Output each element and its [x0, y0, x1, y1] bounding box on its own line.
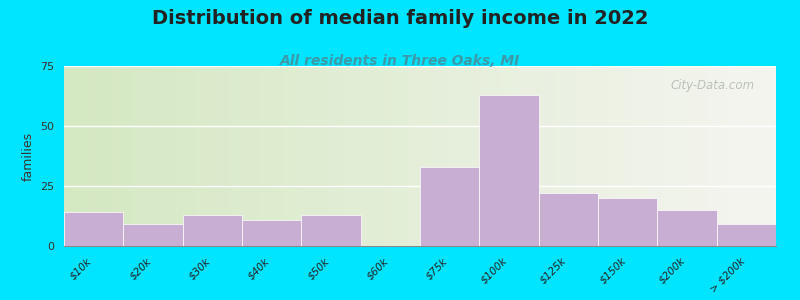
- Text: City-Data.com: City-Data.com: [670, 79, 754, 92]
- Bar: [182, 215, 242, 246]
- Text: Distribution of median family income in 2022: Distribution of median family income in …: [152, 9, 648, 28]
- Bar: [242, 220, 302, 246]
- Bar: [420, 167, 479, 246]
- Bar: [479, 95, 538, 246]
- Y-axis label: families: families: [22, 131, 34, 181]
- Text: All residents in Three Oaks, MI: All residents in Three Oaks, MI: [280, 54, 520, 68]
- Bar: [64, 212, 123, 246]
- Bar: [123, 224, 182, 246]
- Bar: [598, 198, 658, 246]
- Bar: [658, 210, 717, 246]
- Bar: [717, 224, 776, 246]
- Bar: [302, 215, 361, 246]
- Bar: [538, 193, 598, 246]
